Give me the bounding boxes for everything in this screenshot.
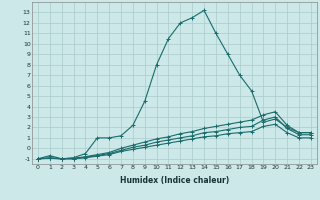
- X-axis label: Humidex (Indice chaleur): Humidex (Indice chaleur): [120, 176, 229, 185]
